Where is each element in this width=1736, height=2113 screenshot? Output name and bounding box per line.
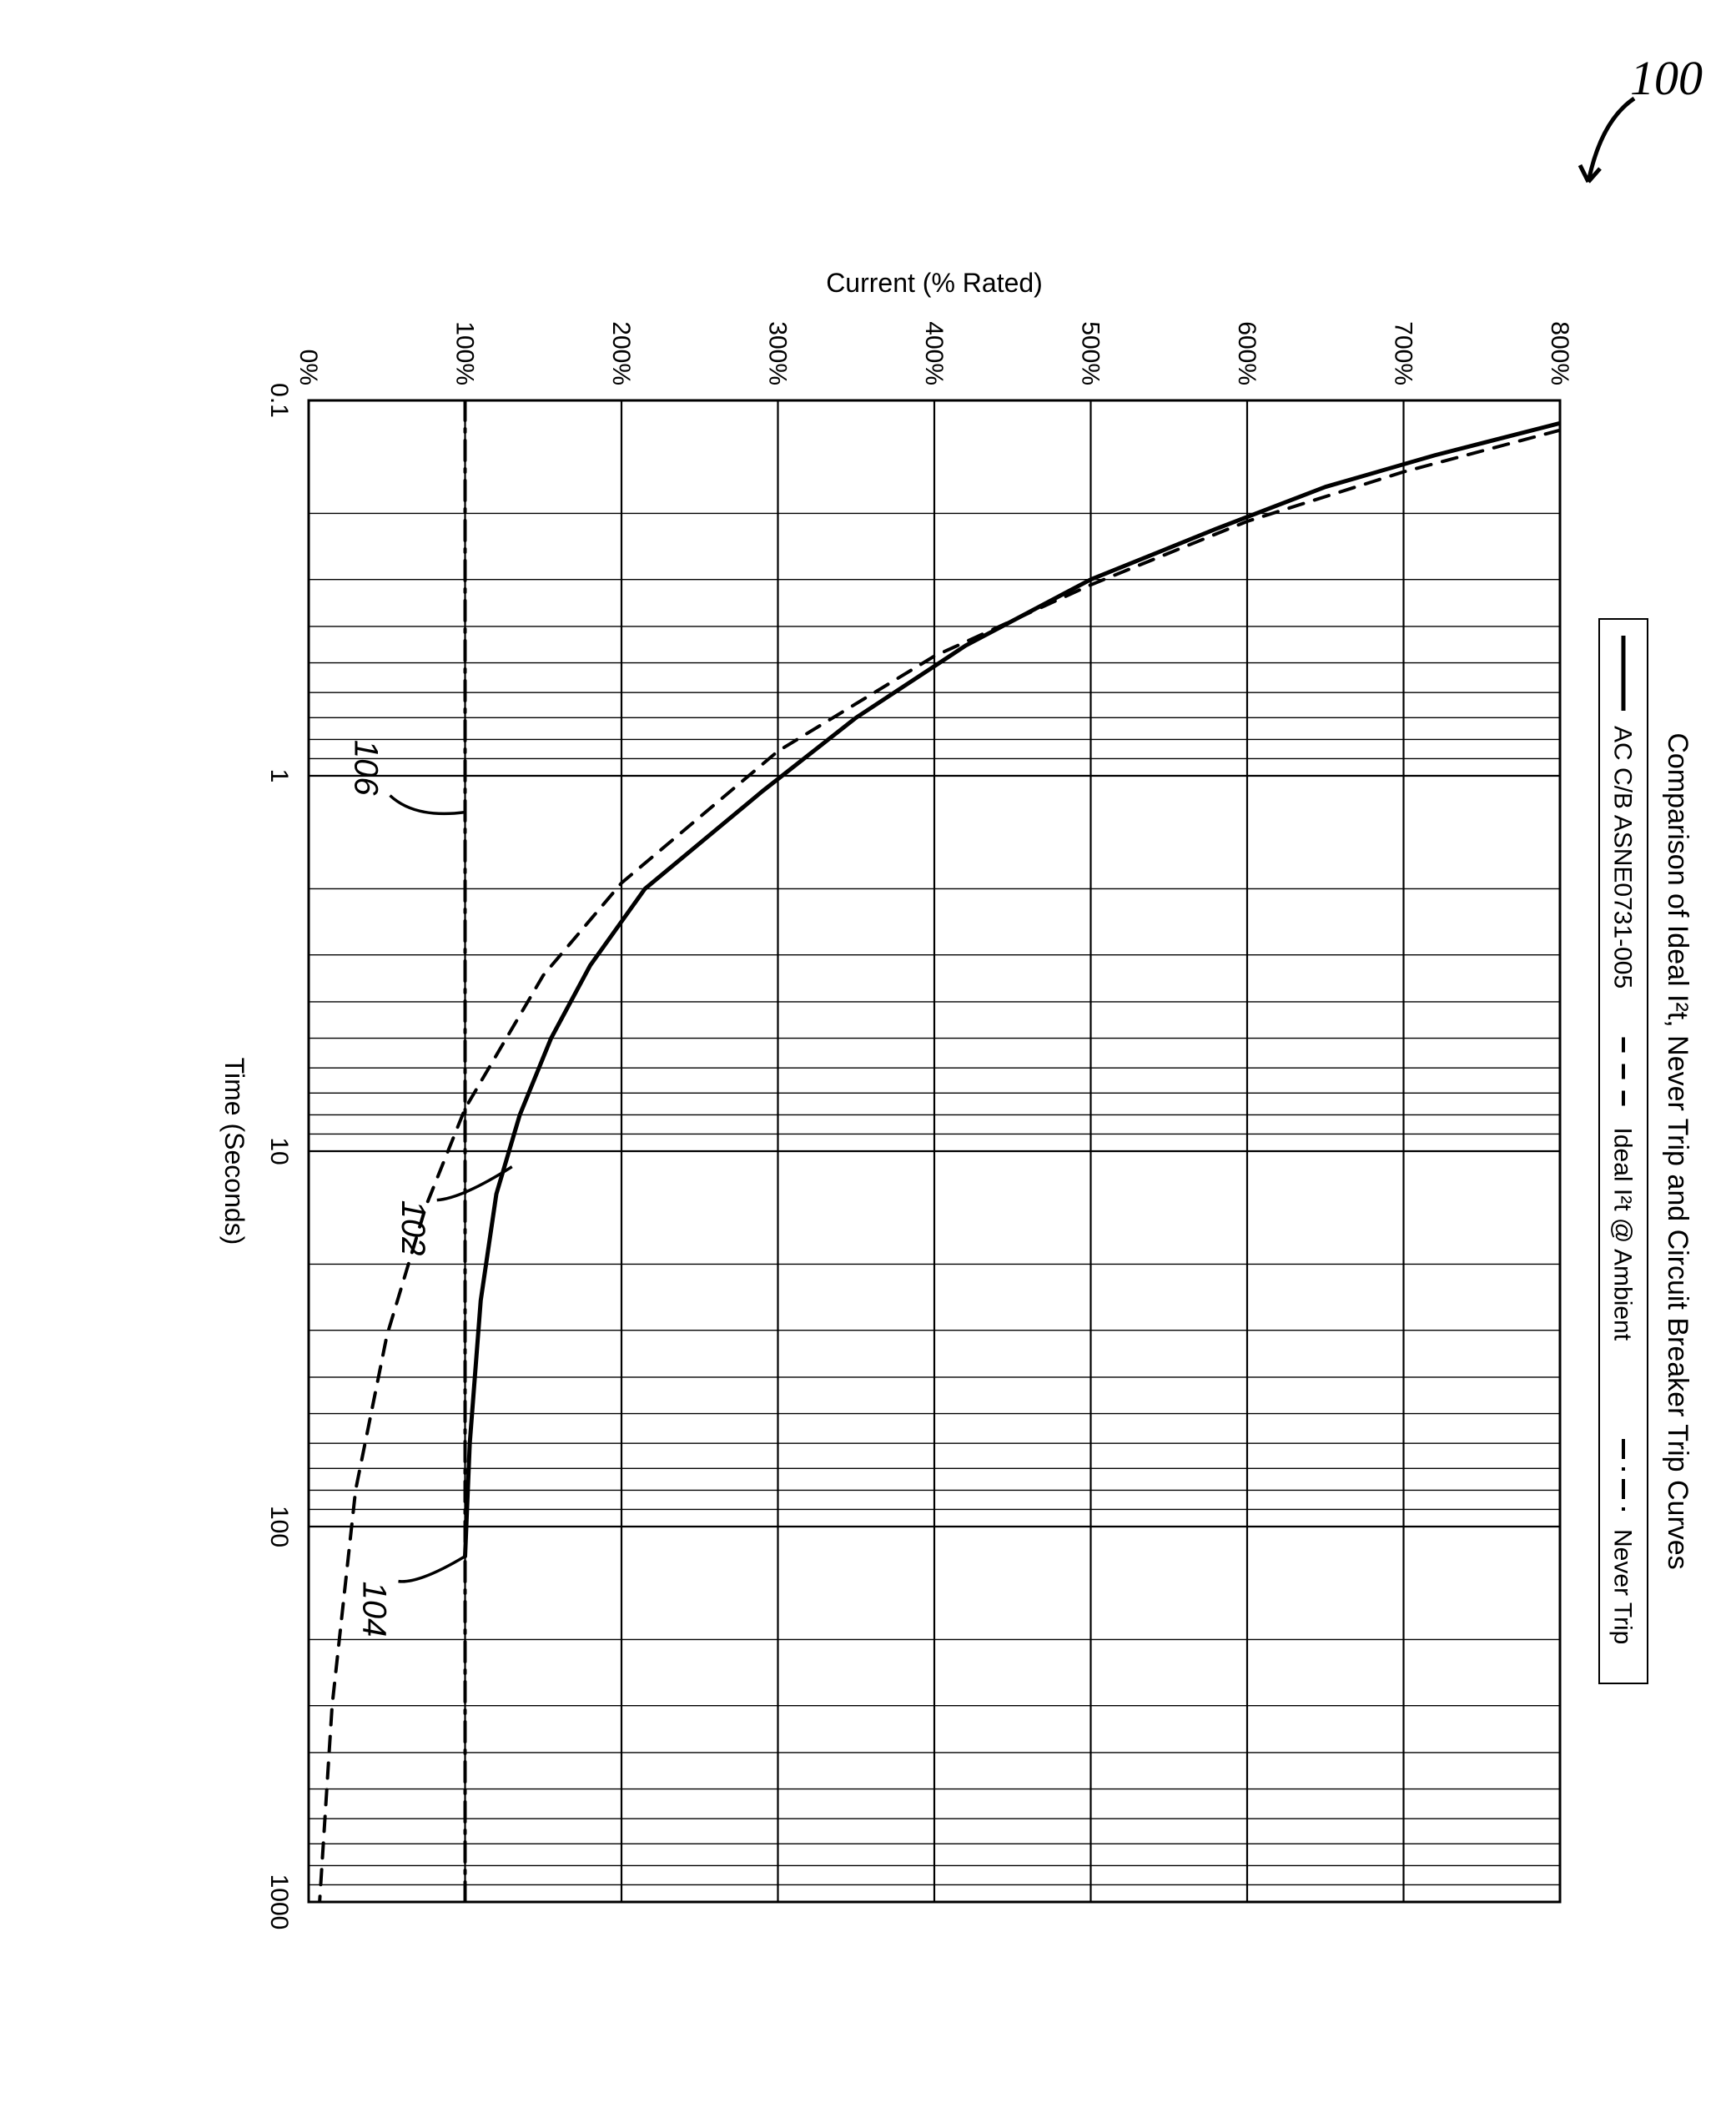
figure-ref-100: 100 xyxy=(1630,50,1703,106)
svg-text:100: 100 xyxy=(265,1506,293,1547)
svg-text:0.1: 0.1 xyxy=(265,383,293,418)
svg-text:700%: 700% xyxy=(1390,321,1417,385)
svg-text:400%: 400% xyxy=(920,321,948,385)
svg-text:600%: 600% xyxy=(1233,321,1260,385)
svg-text:104: 104 xyxy=(356,1582,393,1638)
svg-text:Time (Seconds): Time (Seconds) xyxy=(219,1058,249,1245)
svg-text:10: 10 xyxy=(265,1137,293,1165)
svg-text:106: 106 xyxy=(348,740,385,796)
chart-rotated-container: 0.111010010000%100%200%300%400%500%600%7… xyxy=(8,234,1727,1835)
svg-text:500%: 500% xyxy=(1077,321,1104,385)
svg-text:1: 1 xyxy=(265,769,293,783)
figure-ref-100-arrow-icon xyxy=(1572,92,1647,192)
svg-text:Never Trip: Never Trip xyxy=(1609,1529,1637,1644)
svg-text:Current (% Rated): Current (% Rated) xyxy=(826,268,1043,298)
svg-text:Comparison of Ideal I²t, Never: Comparison of Ideal I²t, Never Trip and … xyxy=(1662,732,1693,1569)
svg-text:300%: 300% xyxy=(764,321,792,385)
svg-text:102: 102 xyxy=(395,1200,431,1256)
page: 100 0.1 1 10 100 1000 0% 100% 200% 300% 400% 500% 6… xyxy=(0,0,1736,2113)
svg-text:Ideal I²t @ Ambient: Ideal I²t @ Ambient xyxy=(1609,1128,1637,1341)
svg-text:100%: 100% xyxy=(451,321,479,385)
trip-curve-chart: 0.1 1 10 100 1000 0% 100% 200% 300% 400% 500% 600% 7… xyxy=(125,234,1727,1952)
svg-text:800%: 800% xyxy=(1546,321,1573,385)
svg-text:0%: 0% xyxy=(294,350,322,385)
svg-text:AC C/B ASNE0731-005: AC C/B ASNE0731-005 xyxy=(1609,726,1637,989)
svg-text:200%: 200% xyxy=(607,321,635,385)
svg-text:1000: 1000 xyxy=(265,1874,293,1930)
